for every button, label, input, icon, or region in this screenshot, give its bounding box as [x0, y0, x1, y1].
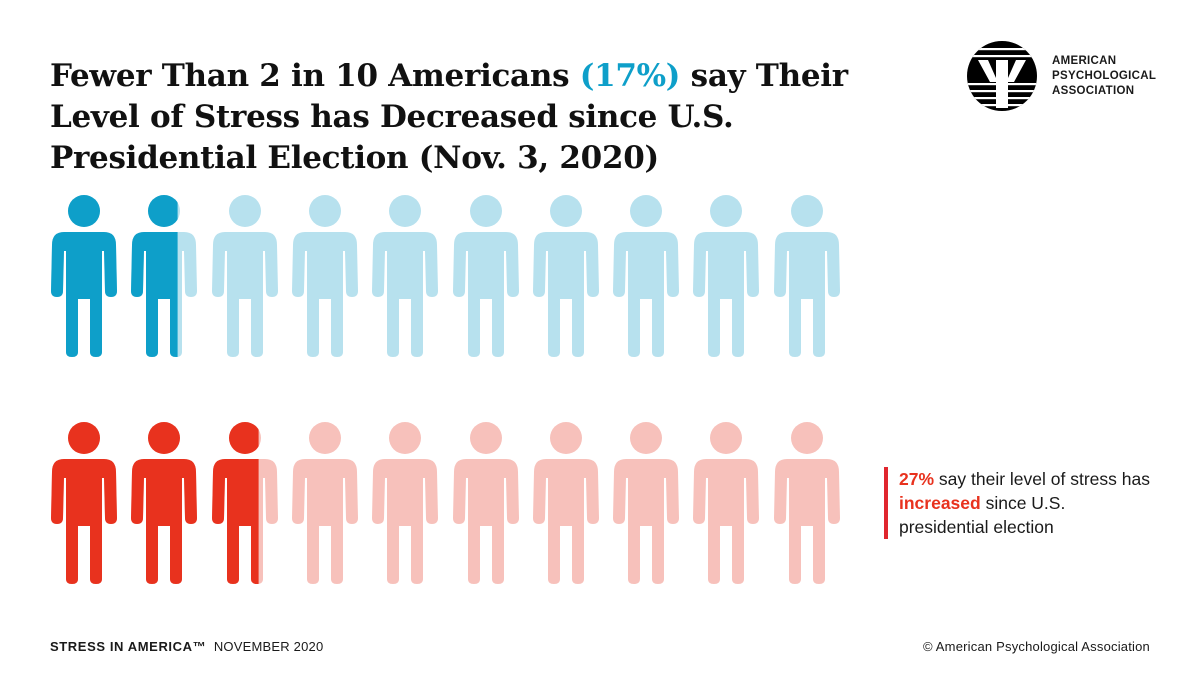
footer-date: NOVEMBER 2020 — [213, 639, 324, 654]
person-icon-decreased-5 — [372, 195, 439, 357]
callout-text-2: since U.S. presidential election — [899, 493, 1066, 537]
footer-copyright: © American Psychological Association — [922, 639, 1150, 654]
title-highlight: (17%) — [579, 58, 681, 94]
person-icon-increased-2 — [131, 422, 198, 584]
apa-logo: AMERICAN PSYCHOLOGICAL ASSOCIATION — [966, 40, 1156, 112]
person-icon-increased-5 — [372, 422, 439, 584]
callout-emphasis: increased — [899, 493, 981, 513]
person-icon-decreased-7 — [532, 195, 599, 357]
page-title: Fewer Than 2 in 10 Americans (17%) say T… — [50, 56, 870, 179]
person-icon-increased-10 — [773, 422, 840, 584]
logo-line-3: ASSOCIATION — [1052, 84, 1135, 97]
person-icon-decreased-9 — [693, 195, 760, 357]
title-text: Fewer Than 2 in 10 Americans — [50, 58, 580, 94]
person-icon-increased-4 — [291, 422, 358, 584]
person-icon-decreased-1 — [51, 195, 117, 357]
logo-line-2: PSYCHOLOGICAL — [1052, 69, 1157, 82]
pictogram-row-decreased — [50, 195, 850, 357]
person-icon-decreased-4 — [291, 195, 358, 357]
person-icon-decreased-2 — [131, 195, 198, 357]
person-icon-increased-8 — [613, 422, 680, 584]
logo-line-1: AMERICAN — [1052, 54, 1117, 67]
person-icon-decreased-3 — [211, 195, 278, 357]
person-icon-decreased-8 — [613, 195, 680, 357]
footer-brand: STRESS IN AMERICA™ — [50, 639, 207, 654]
person-icon-increased-1 — [51, 422, 117, 584]
person-icon-increased-7 — [532, 422, 599, 584]
person-icon-increased-9 — [693, 422, 760, 584]
person-icon-increased-6 — [452, 422, 519, 584]
person-icon-increased-3 — [211, 422, 278, 584]
person-icon-decreased-6 — [452, 195, 519, 357]
title-text-2: say Their Level of Stress has Decreased … — [50, 58, 848, 176]
person-icon-decreased-10 — [773, 195, 840, 357]
callout-percent: 27% — [899, 469, 935, 489]
pictogram-row-increased — [50, 422, 850, 584]
increased-callout: 27% say their level of stress has increa… — [884, 467, 1159, 539]
footer-source: STRESS IN AMERICA™ NOVEMBER 2020 — [50, 639, 323, 654]
psi-logo-icon — [967, 41, 1037, 111]
callout-text: say their level of stress has — [934, 469, 1150, 489]
